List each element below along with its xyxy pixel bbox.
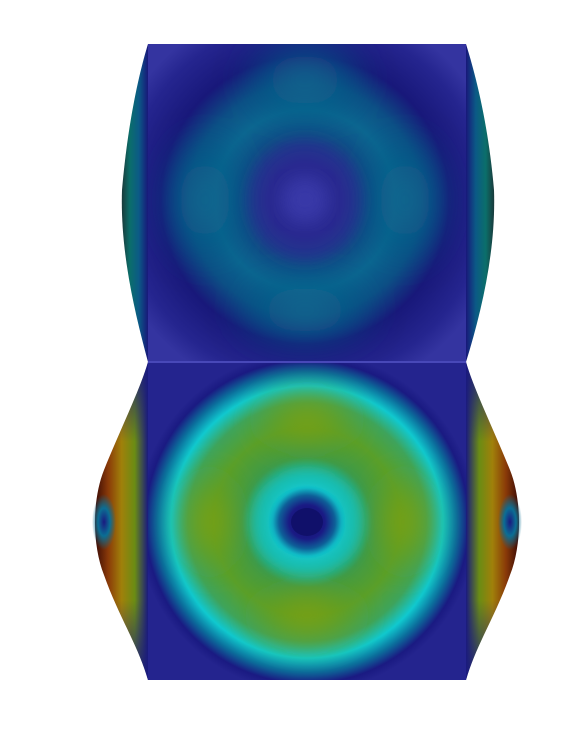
upper-left-flange	[121, 44, 148, 362]
right-flange-spot	[498, 494, 522, 550]
upper-right-flange	[466, 44, 495, 362]
upper-cell	[148, 44, 466, 362]
lower-cell	[148, 362, 466, 680]
left-flange-spot	[92, 494, 116, 550]
center-ring	[254, 471, 360, 573]
